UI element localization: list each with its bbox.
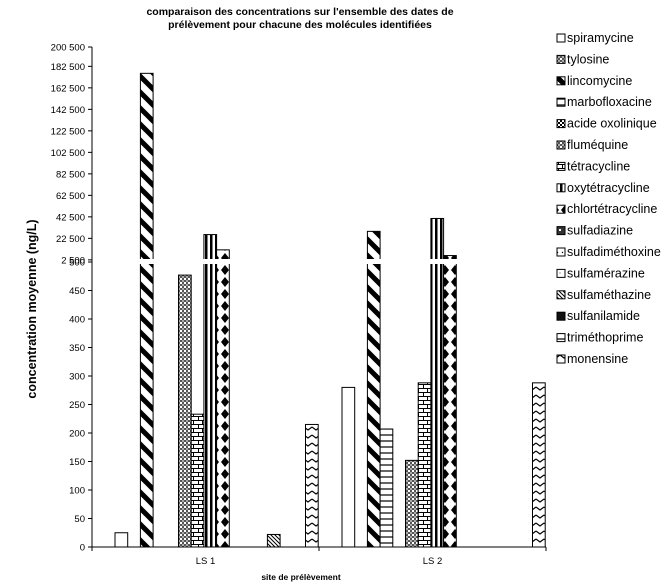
bar-tétracycline-LS1 xyxy=(190,413,205,548)
y-tick-label: 100 xyxy=(69,486,85,497)
x-tick-label: LS 2 xyxy=(423,556,443,567)
y-tick-label: 62 500 xyxy=(56,191,85,202)
bar-monensine-LS2 xyxy=(532,382,546,548)
y-tick-label: 450 xyxy=(69,286,85,297)
legend-swatch-sulfadiméthoxine xyxy=(556,247,566,257)
bar-chlortétracycline-LS2 xyxy=(443,255,457,548)
legend-label-sulfanilamide: sulfanilamide xyxy=(567,309,640,323)
bar-monensine-LS1 xyxy=(305,423,319,548)
y-tick-label: 150 xyxy=(69,457,85,468)
bar-tétracycline-LS2 xyxy=(417,382,432,548)
legend-label-sulfaméthazine: sulfaméthazine xyxy=(567,288,651,302)
bar-oxytétracycline-LS1 xyxy=(203,234,218,548)
legend-swatch-oxytétracycline xyxy=(556,183,566,193)
y-tick-label: 300 xyxy=(69,372,85,383)
legend-label-chlortétracycline: chlortétracycline xyxy=(567,202,657,216)
x-axis-label: site de prélèvement xyxy=(261,572,341,582)
legend-label-marbofloxacine: marbofloxacine xyxy=(567,95,652,109)
bar-lincomycine-LS2 xyxy=(366,230,381,548)
legend-label-oxytétracycline: oxytétracycline xyxy=(567,181,650,195)
bar-marbofloxacine-LS2 xyxy=(379,428,394,548)
legend-swatch-chlortétracycline xyxy=(556,204,566,214)
legend-label-lincomycine: lincomycine xyxy=(567,74,632,88)
legend-label-tétracycline: tétracycline xyxy=(567,159,630,173)
legend-label-triméthoprime: triméthoprime xyxy=(567,331,643,345)
legend-label-monensine: monensine xyxy=(567,352,628,366)
y-axis-label: concentration moyenne (ng/L) xyxy=(25,219,39,398)
y-tick-label: 102 500 xyxy=(51,148,85,159)
legend-swatch-fluméquine xyxy=(556,140,566,150)
bar-lincomycine-LS1 xyxy=(139,72,154,548)
bar-oxytétracycline-LS2 xyxy=(430,217,445,548)
bar-spiramycine-LS1 xyxy=(114,532,129,548)
y-tick-label: 200 500 xyxy=(51,43,85,54)
x-tick-labels: LS 1 LS 2 xyxy=(196,556,443,567)
y-tick-label: 142 500 xyxy=(51,105,85,116)
chart-title: comparaison des concentrations sur l'ens… xyxy=(146,6,453,31)
legend-swatch-sulfadiazine xyxy=(556,226,566,236)
legend: spiramycine tylosine lincomycine marbofloxa… xyxy=(556,31,661,366)
axis-break-gap xyxy=(93,259,547,264)
y-tick-label: 0 xyxy=(80,543,85,554)
legend-swatch-sulfaméthazine xyxy=(556,290,566,300)
legend-swatch-monensine xyxy=(556,354,566,364)
chart-title-line-1: comparaison des concentrations sur l'ens… xyxy=(146,6,453,18)
y-tick-label: 42 500 xyxy=(56,212,85,223)
x-tick-label: LS 1 xyxy=(196,556,216,567)
bars xyxy=(93,72,547,548)
bar-fluméquine-LS1 xyxy=(178,274,192,548)
y-tick-label: 250 xyxy=(69,400,85,411)
bar-chlortétracycline-LS1 xyxy=(216,249,230,548)
legend-label-acide-oxolinique: acide oxolinique xyxy=(567,117,657,131)
chart-title-line-2: prélèvement pour chacune des molécules i… xyxy=(168,19,432,31)
legend-label-fluméquine: fluméquine xyxy=(567,138,628,152)
legend-swatch-marbofloxacine xyxy=(556,97,566,107)
legend-swatch-triméthoprime xyxy=(556,333,566,343)
legend-label-sulfadiazine: sulfadiazine xyxy=(567,224,633,238)
legend-swatch-acide-oxolinique xyxy=(556,119,566,129)
bar-spiramycine-LS2 xyxy=(341,386,356,548)
y-tick-label: 200 xyxy=(69,429,85,440)
y-tick-label: 22 500 xyxy=(56,234,85,245)
y-tick-label: 50 xyxy=(74,514,85,525)
legend-label-tylosine: tylosine xyxy=(567,52,609,66)
legend-swatch-sulfamérazine xyxy=(556,268,566,278)
y-tick-label: 122 500 xyxy=(51,126,85,137)
y-tick-label: 350 xyxy=(69,343,85,354)
legend-label-sulfadiméthoxine: sulfadiméthoxine xyxy=(567,245,661,259)
legend-label-sulfamérazine: sulfamérazine xyxy=(567,266,645,280)
bar-fluméquine-LS2 xyxy=(405,459,419,548)
legend-swatch-spiramycine xyxy=(556,33,566,43)
legend-swatch-sulfanilamide xyxy=(556,311,566,321)
y-tick-label: 182 500 xyxy=(51,62,85,73)
legend-swatch-tylosine xyxy=(556,54,566,64)
bar-sulfaméthazine-LS1 xyxy=(266,533,281,548)
y-tick-label: 400 xyxy=(69,315,85,326)
legend-label-spiramycine: spiramycine xyxy=(567,31,634,45)
y-tick-label: 82 500 xyxy=(56,169,85,180)
legend-swatch-tétracycline xyxy=(556,161,566,171)
y-tick-label: 162 500 xyxy=(51,83,85,94)
y-tick-label: 500 xyxy=(69,258,85,269)
y-tick-label: 2 500 xyxy=(61,255,85,266)
legend-swatch-lincomycine xyxy=(556,76,566,86)
